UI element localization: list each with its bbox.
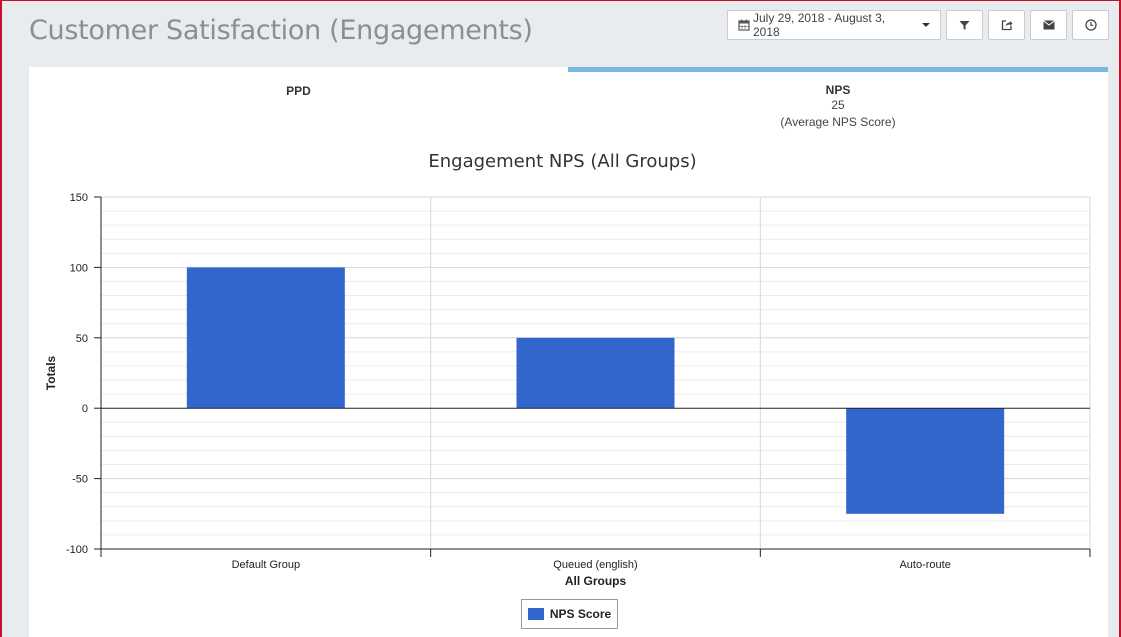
- calendar-icon: [738, 19, 750, 31]
- x-tick-label: Default Group: [232, 559, 300, 571]
- x-axis-title: All Groups: [565, 574, 627, 588]
- tab-nps[interactable]: NPS 25 (Average NPS Score): [568, 67, 1108, 137]
- x-tick-label: Queued (english): [553, 559, 637, 571]
- filter-button[interactable]: [946, 10, 983, 40]
- share-button[interactable]: [988, 10, 1025, 40]
- y-tick-label: -50: [72, 474, 88, 486]
- clock-icon: [1084, 19, 1097, 31]
- date-range-label: July 29, 2018 - August 3, 2018: [753, 11, 886, 39]
- tab-ppd[interactable]: PPD: [29, 67, 568, 137]
- bar-1: [516, 337, 675, 409]
- tab-nps-label: NPS: [825, 83, 851, 97]
- bar-0: [186, 267, 345, 409]
- date-range-button[interactable]: July 29, 2018 - August 3, 2018: [727, 10, 941, 40]
- tab-ppd-label: PPD: [286, 84, 311, 98]
- tab-nps-value: 25: [831, 98, 845, 112]
- y-tick-label: 150: [70, 192, 88, 204]
- legend-swatch: [527, 608, 544, 620]
- y-tick-label: 50: [76, 333, 88, 345]
- bar-2: [846, 408, 1005, 514]
- y-tick-label: 100: [70, 262, 88, 274]
- share-icon: [1001, 19, 1013, 31]
- y-tick-label: -100: [66, 544, 88, 556]
- schedule-button[interactable]: [1072, 10, 1109, 40]
- x-tick-label: Auto-route: [899, 559, 950, 571]
- y-tick-label: 0: [82, 403, 88, 415]
- email-button[interactable]: [1030, 10, 1067, 40]
- chart-title: Engagement NPS (All Groups): [428, 151, 697, 172]
- metric-tabs: PPD NPS 25 (Average NPS Score): [29, 67, 1108, 137]
- envelope-icon: [1042, 20, 1055, 30]
- tab-nps-caption: (Average NPS Score): [780, 115, 896, 129]
- page-title: Customer Satisfaction (Engagements): [29, 15, 533, 46]
- chart-legend[interactable]: NPS Score: [521, 599, 618, 629]
- chevron-down-icon: [922, 23, 930, 27]
- toolbar: July 29, 2018 - August 3, 2018: [727, 10, 1109, 40]
- filter-icon: [959, 20, 970, 31]
- y-axis-title: Totals: [44, 355, 58, 390]
- legend-label: NPS Score: [549, 607, 612, 621]
